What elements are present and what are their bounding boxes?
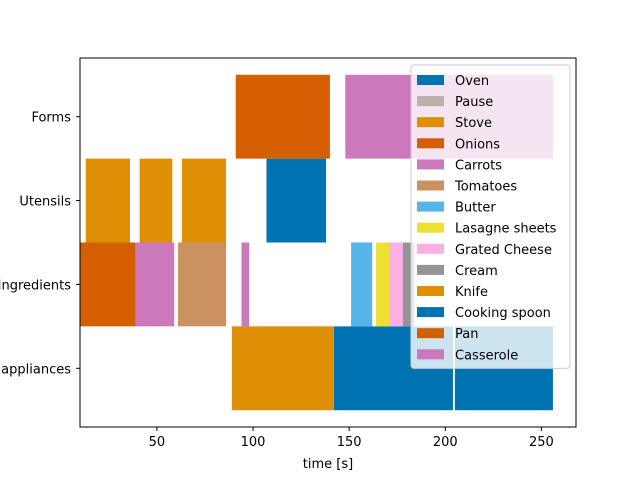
bar-carrots (241, 242, 250, 327)
bar-onions (80, 242, 136, 327)
legend-swatch (417, 138, 444, 149)
x-tick-label: 100 (241, 435, 266, 450)
legend-swatch (417, 243, 444, 254)
legend-label: Tomatoes (454, 180, 517, 195)
bar-butter (351, 242, 373, 327)
y-tick-label: appliances (1, 362, 71, 377)
legend-swatch (417, 222, 444, 233)
legend-box (410, 64, 571, 369)
legend-swatch (417, 96, 444, 107)
legend-swatch (417, 307, 444, 318)
legend-swatch (417, 286, 444, 296)
legend-label: Onions (455, 137, 500, 152)
legend-swatch (417, 264, 444, 275)
legend-label: Pan (455, 327, 478, 342)
bar-lasagne-sheets (376, 242, 390, 327)
bar-knife (85, 158, 130, 243)
x-axis-title: time [s] (303, 457, 353, 472)
legend-label: Lasagne sheets (455, 222, 557, 237)
legend-label: Carrots (455, 158, 502, 173)
legend-swatch (417, 349, 444, 360)
bar-cream (402, 242, 415, 327)
legend-label: Cream (455, 264, 498, 279)
legend-label: Knife (455, 285, 488, 300)
bar-knife (181, 158, 227, 243)
legend-swatch (417, 75, 444, 85)
legend-label: Stove (455, 116, 492, 131)
axes-frame (79, 57, 577, 428)
bar-pan (235, 74, 330, 159)
legend-label: Casserole (455, 348, 518, 363)
x-tick-label: 50 (149, 435, 166, 450)
legend-swatch (417, 117, 444, 128)
legend-swatch (417, 159, 444, 170)
x-tick-label: 250 (529, 435, 554, 450)
x-tick-label: 150 (337, 435, 362, 450)
y-tick-label: Ingredients (0, 278, 71, 293)
y-axis: appliances Ingredients Utensils Forms (0, 111, 80, 377)
legend-swatch (417, 201, 444, 212)
legend: Oven Pause Stove Onions Carrots Tomatoes Butte… (410, 64, 571, 369)
legend-label: Pause (455, 95, 493, 110)
bar-carrots (135, 242, 175, 327)
x-tick-label: 200 (433, 435, 458, 450)
legend-label: Cooking spoon (455, 306, 551, 321)
bar-stove (231, 326, 334, 411)
y-tick-label: Utensils (19, 195, 71, 210)
bar-tomatoes (178, 242, 227, 327)
legend-label: Butter (455, 201, 496, 216)
bar-cooking-spoon (266, 158, 327, 243)
x-axis: 50 100 150 200 250 (149, 427, 554, 450)
y-tick-label: Forms (31, 111, 71, 126)
legend-label: Oven (455, 74, 489, 89)
legend-label: Grated Cheese (455, 243, 552, 258)
bar-grated-cheese (389, 242, 403, 327)
legend-swatch (417, 180, 444, 191)
legend-swatch (417, 328, 444, 339)
bar-knife (139, 158, 173, 243)
